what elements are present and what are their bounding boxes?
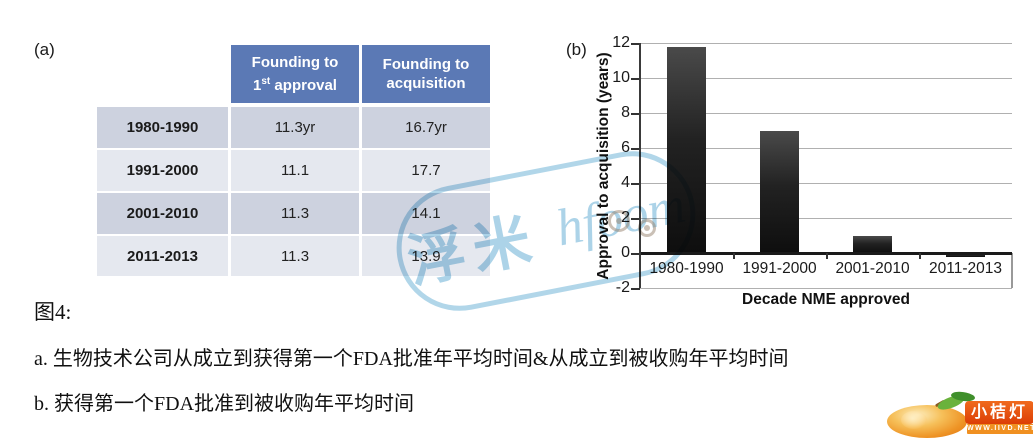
table-header-founding-to-first-approval: Founding to 1st approval	[231, 45, 359, 103]
y-tick-labels: -2 0 2 4 6 8 10 12	[594, 34, 630, 296]
y-tick-label: 4	[621, 174, 630, 191]
orange-fruit-icon	[887, 389, 976, 438]
plot-right-edge	[1011, 253, 1013, 288]
header-line1: Founding to	[382, 56, 470, 73]
header-line1: Founding to	[251, 54, 339, 71]
table-row-label: 1991-2000	[97, 150, 228, 191]
bar-2011-2013	[946, 254, 985, 257]
gridline	[640, 183, 1012, 184]
figure-caption-b: b. 获得第一个FDA批准到被收购年平均时间	[34, 393, 415, 415]
gridline	[640, 288, 1012, 289]
header-line2: acquisition	[386, 75, 466, 92]
gridline	[640, 218, 1012, 219]
table-row-label: 1980-1990	[97, 107, 228, 148]
panel-a-label: (a)	[34, 40, 55, 59]
header-sup: st	[261, 76, 271, 87]
x-tick-mark	[826, 253, 828, 259]
y-tick-mark	[631, 288, 640, 290]
y-tick-mark	[631, 78, 640, 80]
panel-b-label: (b)	[566, 40, 587, 59]
y-tick-label: 2	[621, 209, 630, 226]
y-tick-label: 10	[612, 69, 630, 86]
y-tick-label: 12	[612, 34, 630, 51]
table-row-label: 2001-2010	[97, 193, 228, 234]
bar-1991-2000	[760, 130, 799, 253]
y-tick-mark	[631, 253, 640, 255]
table-cell: 11.3	[231, 236, 359, 276]
logo-url-text: WWW.IIVD.NET	[967, 424, 1033, 434]
y-tick-mark	[631, 218, 640, 220]
gridline	[640, 43, 1012, 44]
y-tick-label: 6	[621, 139, 630, 156]
table-header-founding-to-acquisition: Founding to acquisition	[362, 45, 490, 103]
y-tick-mark	[631, 183, 640, 185]
table-cell: 11.3	[231, 193, 359, 234]
site-logo: 小桔灯 WWW.IIVD.NET	[885, 389, 1033, 441]
x-tick-label: 1991-2000	[742, 260, 817, 277]
bar-1980-1990	[667, 46, 706, 253]
table-cell: 11.3yr	[231, 107, 359, 148]
header-rest: approval	[270, 77, 337, 94]
table-cell: 13.9	[362, 236, 490, 276]
y-axis-title: Approval to acquisition (years)	[595, 51, 612, 280]
figure-caption-title: 图4:	[34, 300, 72, 324]
y-tick-mark	[631, 113, 640, 115]
table-cell: 17.7	[362, 150, 490, 191]
fruit-highlight	[901, 411, 927, 429]
x-tick-label: 1980-1990	[649, 260, 724, 277]
x-tick-label: 2001-2010	[835, 260, 910, 277]
table-cell: 11.1	[231, 150, 359, 191]
y-tick-label: -2	[615, 279, 630, 296]
y-tick-mark	[631, 43, 640, 45]
gridline	[640, 78, 1012, 79]
x-tick-label: 2011-2013	[929, 260, 1002, 277]
x-tick-mark	[733, 253, 735, 259]
x-tick-mark	[919, 253, 921, 259]
table-cell: 14.1	[362, 193, 490, 234]
y-tick-mark	[631, 148, 640, 150]
bar-chart-plot-area: -2 0 2 4 6 8 10 12 Approval to acquisition (yea…	[595, 34, 1013, 308]
y-tick-label: 8	[621, 104, 630, 121]
x-axis-title: Decade NME approved	[742, 291, 910, 308]
bar-2001-2010	[853, 235, 892, 253]
gridline	[640, 113, 1012, 114]
figure-caption-a: a. 生物技术公司从成立到获得第一个FDA批准年平均时间&从成立到被收购年平均时…	[34, 348, 789, 370]
header-num: 1	[253, 77, 262, 94]
gridline	[640, 148, 1012, 149]
logo-name-text: 小桔灯	[965, 401, 1033, 424]
table-cell: 16.7yr	[362, 107, 490, 148]
y-tick-label: 0	[621, 244, 630, 261]
y-axis-line	[639, 43, 641, 288]
table-row-label: 2011-2013	[97, 236, 228, 276]
